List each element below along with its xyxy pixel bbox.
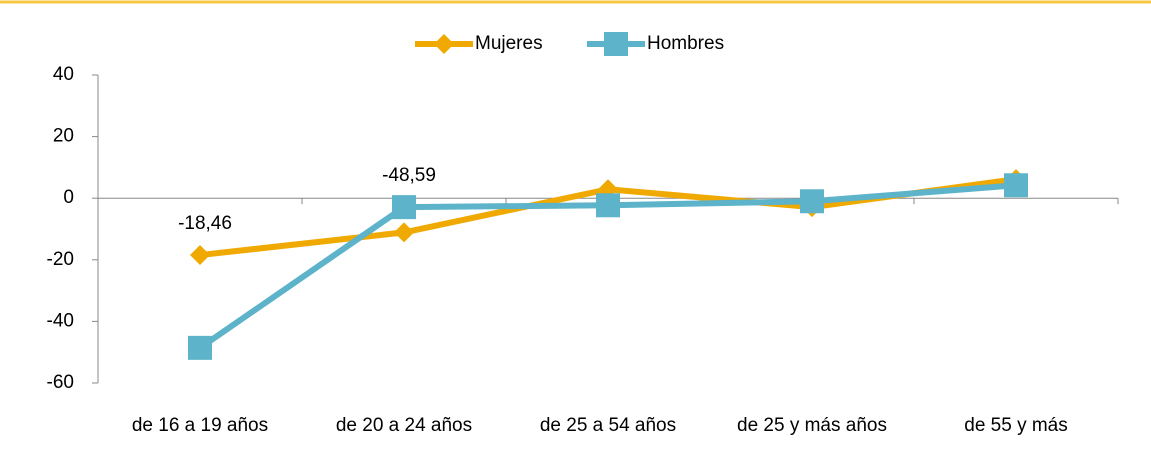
x-tick-label: de 16 a 19 años xyxy=(132,415,268,436)
data-point xyxy=(392,195,416,220)
legend-marker xyxy=(434,34,454,54)
data-point xyxy=(394,222,414,243)
x-tick-label: de 25 y más años xyxy=(737,415,887,436)
y-tick-label: -60 xyxy=(47,372,74,393)
y-tick-label: -20 xyxy=(47,249,74,270)
data-point xyxy=(188,335,212,360)
legend-label: Mujeres xyxy=(475,33,543,54)
x-tick-label: de 20 a 24 años xyxy=(336,415,472,436)
data-point xyxy=(800,189,824,214)
y-tick-label: 40 xyxy=(53,64,74,85)
data-label: -18,46 xyxy=(178,213,232,234)
y-tick-label: 0 xyxy=(63,187,74,208)
legend-label: Hombres xyxy=(647,33,724,54)
y-tick-label: 20 xyxy=(53,126,74,147)
x-tick-label: de 55 y más xyxy=(964,415,1068,436)
data-point xyxy=(190,245,210,266)
x-tick-label: de 25 a 54 años xyxy=(540,415,676,436)
data-point xyxy=(596,193,620,218)
y-tick-label: -40 xyxy=(47,310,74,331)
legend-marker xyxy=(604,32,628,56)
data-label: -48,59 xyxy=(382,165,436,186)
data-point xyxy=(1004,173,1028,198)
